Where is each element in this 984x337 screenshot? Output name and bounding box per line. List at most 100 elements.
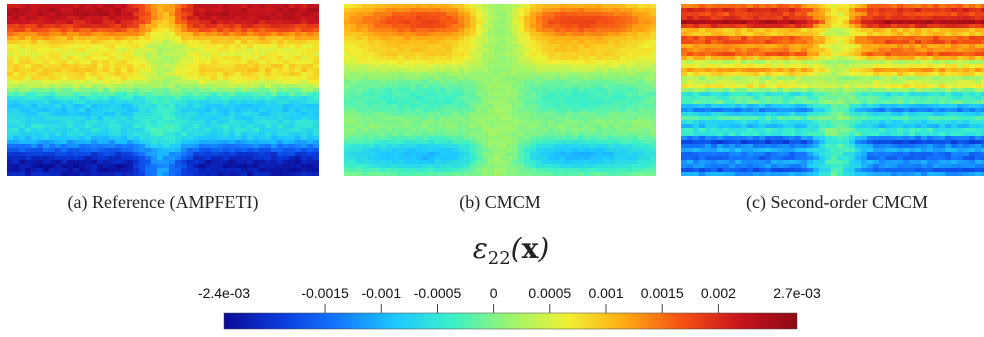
field-cell [536, 144, 543, 149]
field-cell [548, 168, 555, 173]
field-cell [602, 68, 609, 73]
field-cell [247, 112, 254, 117]
field-cell [957, 40, 964, 45]
field-cell [79, 104, 86, 109]
field-cell [530, 44, 537, 49]
field-cell [879, 16, 886, 21]
field-cell [301, 44, 308, 49]
field-cell [31, 108, 38, 113]
field-cell [500, 8, 507, 13]
field-cell [175, 36, 182, 41]
field-cell [277, 60, 284, 65]
field-cell [85, 156, 92, 161]
field-cell [67, 76, 74, 81]
field-cell [121, 80, 128, 85]
field-cell [205, 132, 212, 137]
field-cell [283, 92, 290, 97]
field-cell [344, 16, 351, 21]
field-cell [49, 88, 56, 93]
field-cell [584, 32, 591, 37]
field-cell [13, 164, 20, 169]
field-cell [464, 56, 471, 61]
field-cell [488, 24, 495, 29]
field-cell [416, 100, 423, 105]
field-cell [440, 112, 447, 117]
field-cell [247, 20, 254, 25]
field-cell [446, 4, 453, 9]
field-cell [530, 64, 537, 69]
field-cell [169, 164, 176, 169]
field-cell [205, 44, 212, 49]
field-cell [897, 16, 904, 21]
field-cell [13, 108, 20, 113]
field-cell [584, 116, 591, 121]
field-cell [73, 28, 80, 33]
field-cell [241, 80, 248, 85]
field-cell [434, 24, 441, 29]
field-cell [205, 128, 212, 133]
field-cell [73, 44, 80, 49]
field-cell [109, 144, 116, 149]
field-cell [638, 68, 645, 73]
field-cell [596, 136, 603, 141]
field-cell [789, 12, 796, 17]
field-cell [97, 116, 104, 121]
field-cell [43, 144, 50, 149]
field-cell [927, 8, 934, 13]
field-cell [289, 156, 296, 161]
field-cell [470, 64, 477, 69]
field-cell [699, 16, 706, 21]
field-cell [253, 140, 260, 145]
field-cell [241, 36, 248, 41]
field-cell [542, 160, 549, 165]
field-cell [241, 56, 248, 61]
field-cell [25, 124, 32, 129]
field-cell [344, 120, 351, 125]
field-cell [548, 116, 555, 121]
field-cell [163, 52, 170, 57]
field-cell [295, 124, 302, 129]
field-cell [25, 164, 32, 169]
field-cell [428, 92, 435, 97]
field-cell [265, 128, 272, 133]
field-cell [578, 44, 585, 49]
field-cell [831, 24, 838, 29]
field-cell [380, 120, 387, 125]
field-cell [807, 12, 814, 17]
field-cell [368, 44, 375, 49]
field-cell [584, 64, 591, 69]
field-cell [500, 44, 507, 49]
field-cell [506, 128, 513, 133]
field-cell [211, 112, 218, 117]
field-cell [163, 140, 170, 145]
field-cell [596, 60, 603, 65]
field-cell [223, 136, 230, 141]
field-cell [933, 12, 940, 17]
field-cell [476, 60, 483, 65]
field-cell [307, 8, 314, 13]
field-cell [265, 120, 272, 125]
field-cell [530, 40, 537, 45]
field-cell [368, 152, 375, 157]
field-cell [650, 68, 656, 73]
field-cell [867, 32, 874, 37]
field-cell [31, 36, 38, 41]
field-cell [253, 84, 260, 89]
field-cell [693, 8, 700, 13]
field-cell [229, 152, 236, 157]
field-cell [223, 24, 230, 29]
field-cell [392, 48, 399, 53]
field-cell [289, 36, 296, 41]
field-cell [446, 168, 453, 173]
field-cell [783, 40, 790, 45]
field-cell [512, 20, 519, 25]
field-cell [506, 8, 513, 13]
field-cell [133, 68, 140, 73]
field-cell [19, 72, 26, 77]
field-cell [19, 16, 26, 21]
field-cell [139, 108, 146, 113]
field-cell [235, 124, 242, 129]
field-cell [25, 60, 32, 65]
field-cell [229, 8, 236, 13]
field-cell [73, 116, 80, 121]
